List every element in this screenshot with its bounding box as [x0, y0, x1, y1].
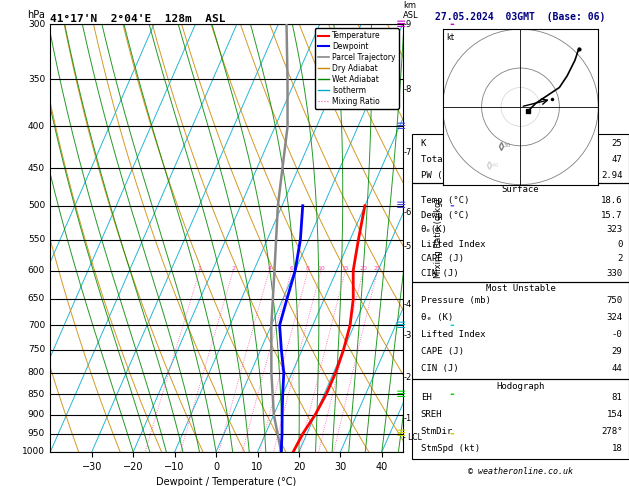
Text: Totals Totals: Totals Totals — [421, 155, 491, 164]
Text: 450: 450 — [28, 164, 45, 173]
Text: 750: 750 — [606, 295, 623, 305]
Text: 20: 20 — [359, 265, 367, 271]
Text: 8: 8 — [306, 265, 310, 271]
Text: -4: -4 — [403, 300, 411, 309]
Legend: Temperature, Dewpoint, Parcel Trajectory, Dry Adiabat, Wet Adiabat, Isotherm, Mi: Temperature, Dewpoint, Parcel Trajectory… — [314, 28, 399, 109]
Text: km
ASL: km ASL — [403, 0, 419, 20]
Text: 0: 0 — [617, 240, 623, 249]
Text: 350: 350 — [28, 74, 45, 84]
Text: Pressure (mb): Pressure (mb) — [421, 295, 491, 305]
Text: kt: kt — [447, 33, 455, 42]
Text: ≡: ≡ — [396, 427, 406, 440]
Text: 25: 25 — [612, 139, 623, 148]
Text: 323: 323 — [606, 226, 623, 234]
Text: 800: 800 — [28, 368, 45, 377]
Text: Temp (°C): Temp (°C) — [421, 196, 469, 206]
Text: 850: 850 — [28, 390, 45, 399]
Text: 30: 30 — [501, 143, 510, 148]
Text: 4: 4 — [267, 265, 271, 271]
Text: ≡: ≡ — [396, 388, 406, 401]
Text: StmSpd (kt): StmSpd (kt) — [421, 444, 480, 453]
Text: hPa: hPa — [27, 10, 45, 20]
Text: 15.7: 15.7 — [601, 211, 623, 220]
Text: 400: 400 — [28, 122, 45, 131]
Text: ≡: ≡ — [396, 18, 406, 31]
Text: 900: 900 — [28, 410, 45, 419]
Text: Lifted Index: Lifted Index — [421, 330, 485, 339]
Text: 2: 2 — [231, 265, 235, 271]
Text: 500: 500 — [28, 201, 45, 210]
Text: EH: EH — [421, 393, 431, 402]
Text: K: K — [421, 139, 426, 148]
Text: -0: -0 — [612, 330, 623, 339]
Text: -7: -7 — [403, 148, 411, 156]
Text: PW (cm): PW (cm) — [421, 171, 459, 180]
Text: -8: -8 — [403, 85, 411, 94]
Text: 29: 29 — [612, 347, 623, 356]
Bar — [412, 134, 629, 183]
Text: CIN (J): CIN (J) — [421, 269, 459, 278]
Text: Hodograph: Hodograph — [496, 382, 545, 391]
Text: 950: 950 — [28, 429, 45, 438]
Text: 44: 44 — [612, 364, 623, 373]
Text: 330: 330 — [606, 269, 623, 278]
X-axis label: Dewpoint / Temperature (°C): Dewpoint / Temperature (°C) — [157, 477, 296, 486]
Text: 27.05.2024  03GMT  (Base: 06): 27.05.2024 03GMT (Base: 06) — [435, 12, 606, 22]
Text: 1: 1 — [198, 265, 202, 271]
Text: 25: 25 — [374, 265, 381, 271]
Text: 6: 6 — [289, 265, 294, 271]
Text: 15: 15 — [342, 265, 349, 271]
Text: 81: 81 — [612, 393, 623, 402]
Text: 41°17'N  2°04'E  128m  ASL: 41°17'N 2°04'E 128m ASL — [50, 14, 226, 23]
Text: 40: 40 — [489, 163, 499, 168]
Text: -3: -3 — [403, 331, 411, 340]
Text: -9: -9 — [403, 20, 411, 29]
Text: θₑ(K): θₑ(K) — [421, 226, 448, 234]
Bar — [412, 282, 629, 379]
Text: - LCL: - LCL — [403, 433, 422, 442]
Text: 47: 47 — [612, 155, 623, 164]
Text: CIN (J): CIN (J) — [421, 364, 459, 373]
Text: -5: -5 — [403, 242, 411, 250]
Text: SREH: SREH — [421, 410, 442, 419]
Text: 300: 300 — [28, 20, 45, 29]
Text: θₑ (K): θₑ (K) — [421, 313, 453, 322]
Text: 2.94: 2.94 — [601, 171, 623, 180]
Text: 1000: 1000 — [22, 448, 45, 456]
Text: 600: 600 — [28, 266, 45, 275]
Text: ≡: ≡ — [396, 199, 406, 212]
Text: 700: 700 — [28, 321, 45, 330]
Text: 2: 2 — [617, 254, 623, 263]
Text: 650: 650 — [28, 295, 45, 303]
Text: 550: 550 — [28, 235, 45, 244]
Text: Most Unstable: Most Unstable — [486, 284, 555, 294]
Text: Surface: Surface — [502, 185, 539, 194]
Text: -6: -6 — [403, 208, 411, 217]
Text: StmDir: StmDir — [421, 427, 453, 436]
Text: ≡: ≡ — [396, 120, 406, 133]
Text: 10: 10 — [317, 265, 325, 271]
Text: © weatheronline.co.uk: © weatheronline.co.uk — [468, 467, 573, 476]
Text: Mixing Ratio (g/kg): Mixing Ratio (g/kg) — [434, 198, 443, 278]
Text: 750: 750 — [28, 345, 45, 354]
Text: 278°: 278° — [601, 427, 623, 436]
Bar — [412, 379, 629, 459]
Text: Dewp (°C): Dewp (°C) — [421, 211, 469, 220]
Text: CAPE (J): CAPE (J) — [421, 347, 464, 356]
Bar — [412, 183, 629, 282]
Text: 18.6: 18.6 — [601, 196, 623, 206]
Text: CAPE (J): CAPE (J) — [421, 254, 464, 263]
Text: 18: 18 — [612, 444, 623, 453]
Text: -2: -2 — [403, 373, 411, 382]
Text: 154: 154 — [606, 410, 623, 419]
Text: -1: -1 — [403, 414, 411, 423]
Text: Lifted Index: Lifted Index — [421, 240, 485, 249]
Text: ≡: ≡ — [396, 319, 406, 332]
Text: 324: 324 — [606, 313, 623, 322]
